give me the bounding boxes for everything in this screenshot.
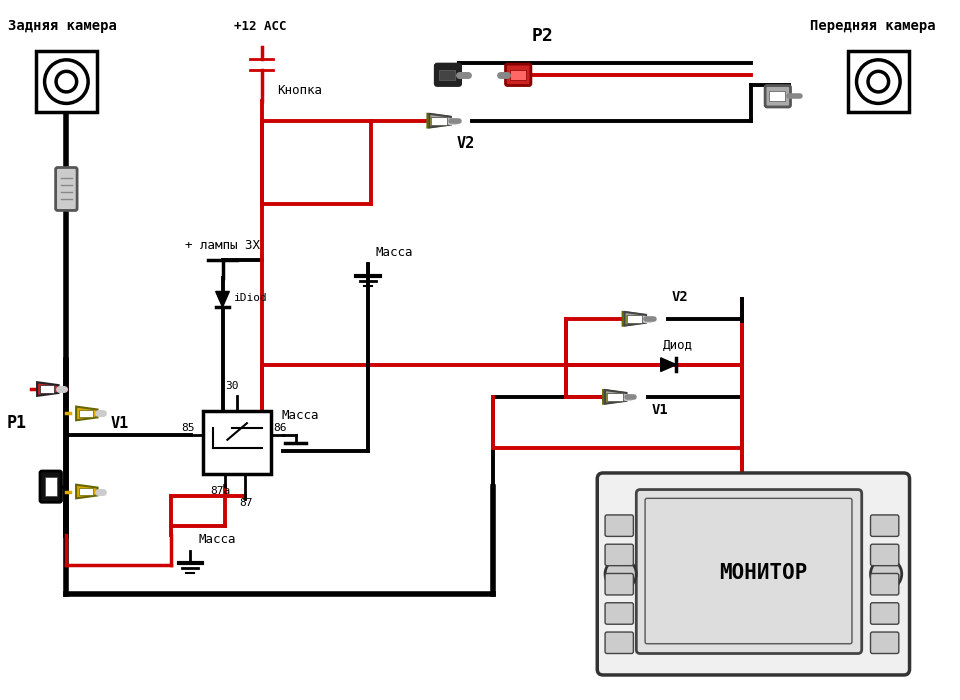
- Polygon shape: [429, 114, 451, 127]
- FancyBboxPatch shape: [605, 603, 634, 624]
- Text: Масса: Масса: [281, 410, 319, 422]
- Bar: [203, 411, 272, 475]
- Text: 85: 85: [181, 423, 195, 433]
- FancyBboxPatch shape: [645, 498, 852, 644]
- Circle shape: [44, 60, 88, 104]
- Bar: [627, 315, 642, 323]
- Polygon shape: [427, 114, 449, 127]
- Text: 30: 30: [226, 381, 239, 391]
- Text: 86: 86: [274, 423, 287, 433]
- Text: 87: 87: [239, 498, 252, 508]
- Text: P1: P1: [7, 414, 27, 432]
- Bar: [607, 393, 623, 400]
- Text: P2: P2: [532, 27, 554, 45]
- Text: 87а: 87а: [210, 486, 230, 496]
- Bar: [848, 51, 908, 112]
- Bar: [45, 477, 57, 496]
- FancyBboxPatch shape: [871, 632, 899, 654]
- Polygon shape: [605, 390, 627, 404]
- Bar: [79, 410, 93, 417]
- Bar: [626, 315, 639, 323]
- Polygon shape: [76, 407, 98, 420]
- Text: V2: V2: [671, 290, 688, 304]
- FancyBboxPatch shape: [765, 85, 790, 107]
- FancyBboxPatch shape: [605, 573, 634, 595]
- Bar: [439, 70, 455, 80]
- Text: Задняя камера: Задняя камера: [8, 19, 117, 33]
- Polygon shape: [603, 390, 625, 404]
- Bar: [606, 393, 620, 400]
- Polygon shape: [37, 382, 59, 396]
- FancyBboxPatch shape: [605, 632, 634, 654]
- Text: +12 ACC: +12 ACC: [234, 20, 287, 33]
- Text: V1: V1: [110, 416, 129, 431]
- Circle shape: [871, 559, 901, 589]
- Polygon shape: [216, 291, 229, 307]
- Bar: [36, 51, 97, 112]
- Bar: [511, 70, 526, 80]
- Bar: [430, 117, 444, 125]
- Text: Масса: Масса: [198, 533, 235, 546]
- FancyBboxPatch shape: [636, 489, 862, 654]
- Polygon shape: [623, 312, 644, 326]
- Text: Кнопка: Кнопка: [277, 84, 323, 97]
- Bar: [40, 385, 54, 393]
- Bar: [769, 92, 784, 101]
- FancyBboxPatch shape: [605, 515, 634, 536]
- Text: Диод: Диод: [662, 339, 693, 352]
- FancyBboxPatch shape: [506, 64, 531, 85]
- Polygon shape: [625, 312, 646, 326]
- Circle shape: [856, 60, 900, 104]
- Circle shape: [868, 71, 889, 92]
- FancyBboxPatch shape: [871, 573, 899, 595]
- Text: Масса: Масса: [375, 246, 413, 259]
- Text: МОНИТОР: МОНИТОР: [719, 563, 807, 583]
- Bar: [431, 117, 447, 125]
- FancyBboxPatch shape: [56, 167, 77, 211]
- FancyBboxPatch shape: [435, 64, 461, 85]
- FancyBboxPatch shape: [871, 544, 899, 566]
- FancyBboxPatch shape: [597, 473, 909, 675]
- Text: V2: V2: [457, 136, 475, 151]
- Text: + лампы 3Х: + лампы 3Х: [185, 239, 260, 251]
- Text: iDiod: iDiod: [234, 293, 268, 303]
- FancyBboxPatch shape: [40, 471, 61, 502]
- Bar: [79, 488, 93, 496]
- FancyBboxPatch shape: [871, 515, 899, 536]
- Polygon shape: [660, 358, 676, 372]
- Polygon shape: [76, 484, 98, 498]
- Text: V1: V1: [652, 403, 669, 417]
- Text: Передняя камера: Передняя камера: [810, 19, 936, 33]
- FancyBboxPatch shape: [605, 544, 634, 566]
- FancyBboxPatch shape: [871, 603, 899, 624]
- Circle shape: [605, 559, 636, 589]
- Circle shape: [56, 71, 77, 92]
